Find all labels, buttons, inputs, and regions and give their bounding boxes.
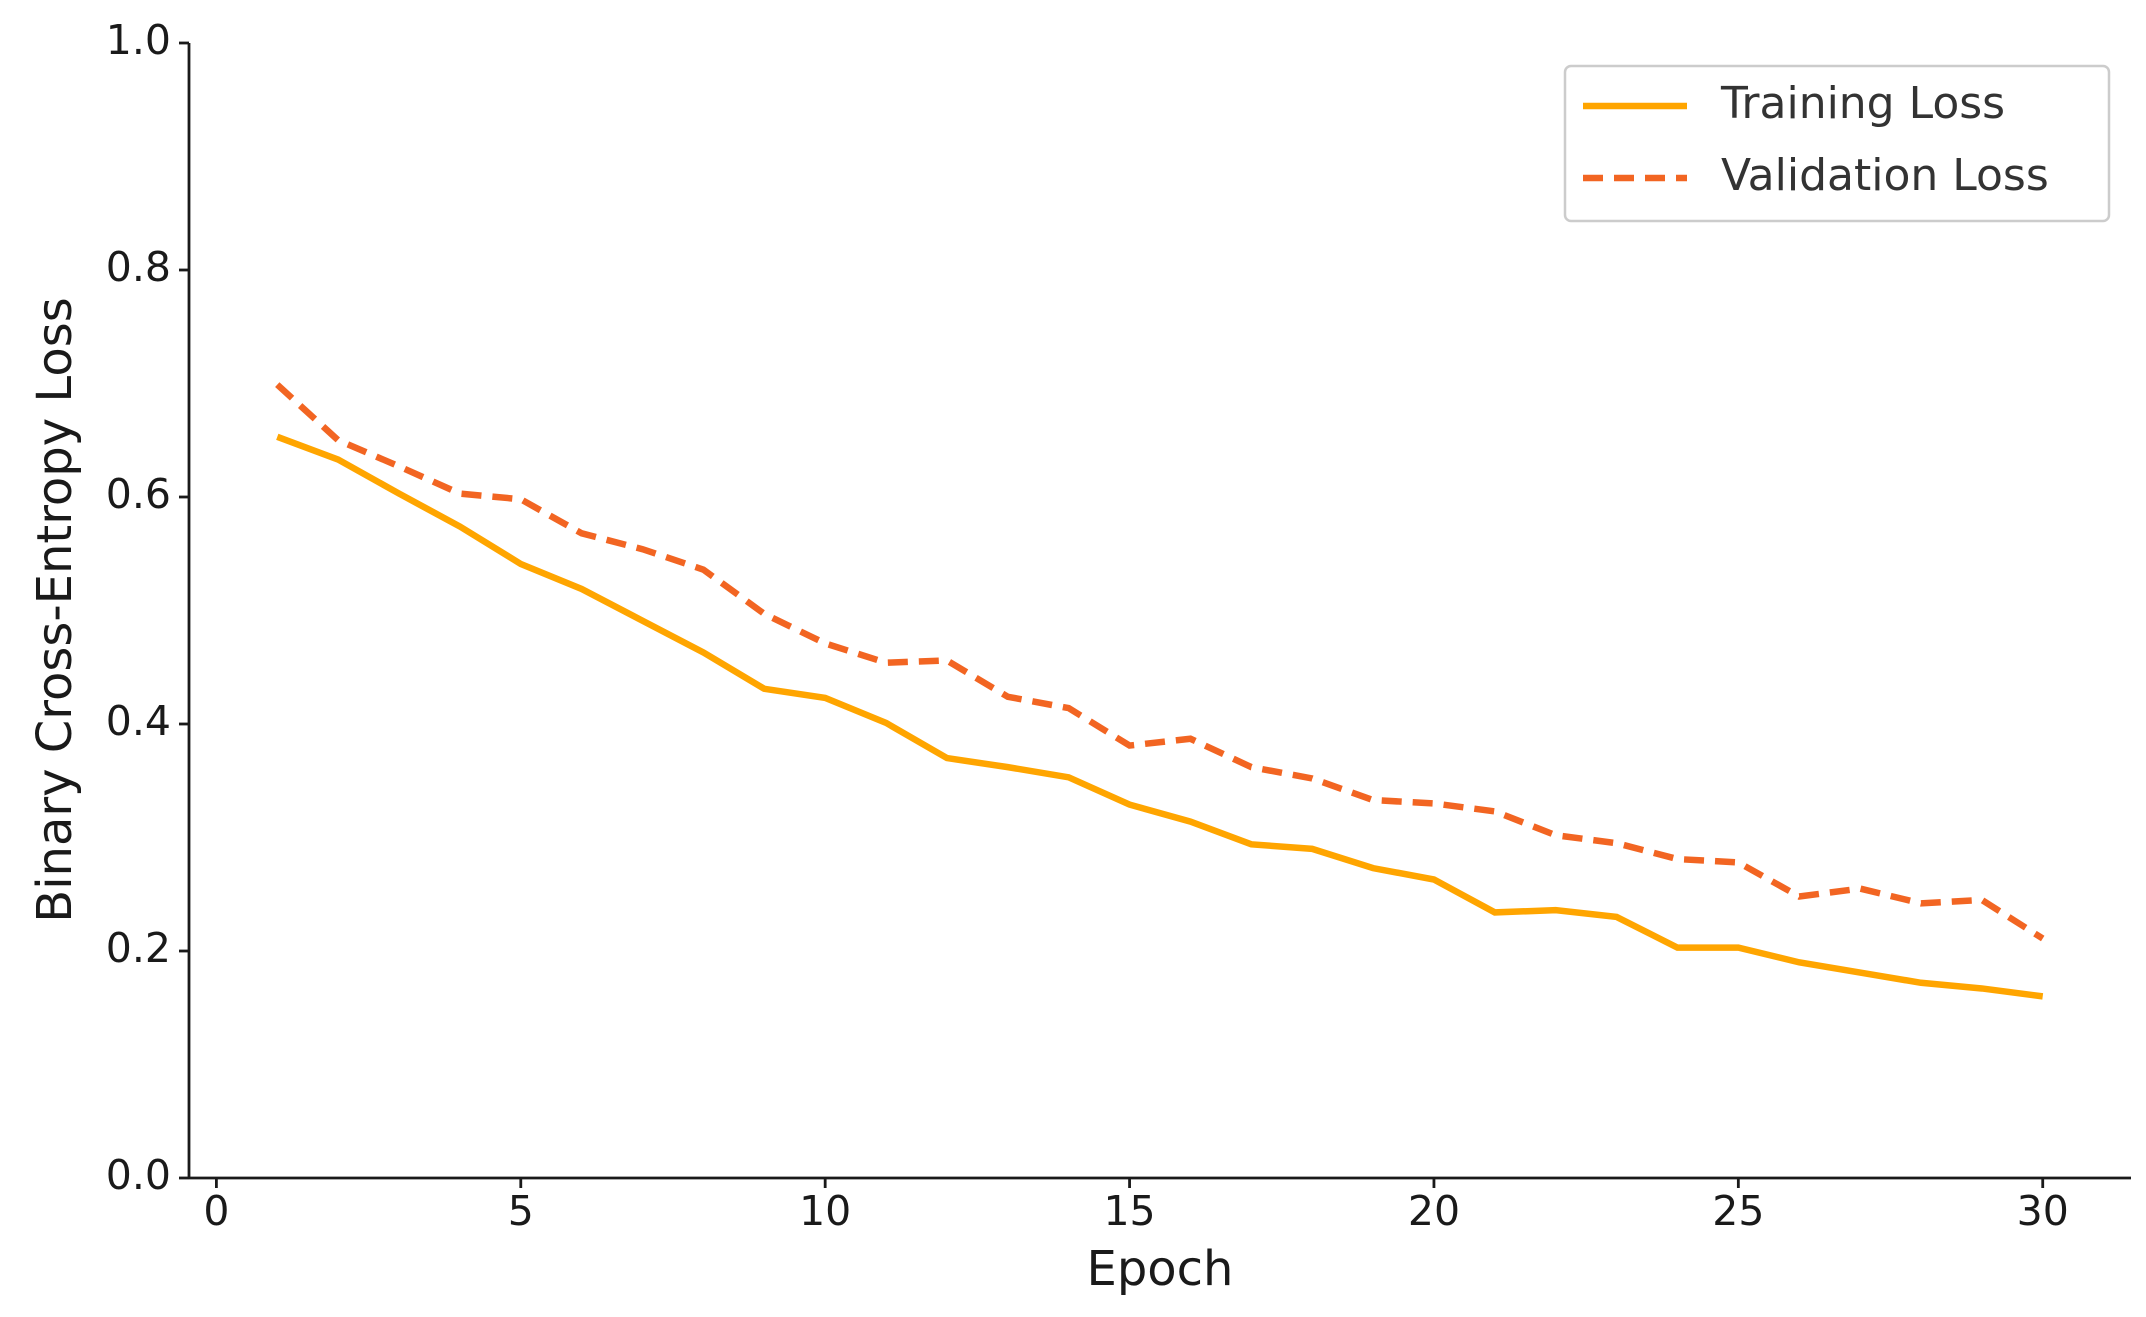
x-tick-label: 30 <box>2017 1187 2069 1235</box>
series-line <box>275 382 2045 942</box>
x-tick-label: 5 <box>508 1187 534 1235</box>
x-tick-label: 0 <box>203 1187 229 1235</box>
legend-box <box>1563 64 2111 223</box>
y-tick-label: 0.2 <box>106 924 171 972</box>
legend-label: Training Loss <box>1720 78 2005 129</box>
y-tick-label: 1.0 <box>106 16 171 64</box>
x-axis-label: Epoch <box>1087 1241 1234 1297</box>
y-tick-label: 0.6 <box>106 470 171 518</box>
x-tick-label: 15 <box>1103 1187 1155 1235</box>
y-axis-label: Binary Cross-Entropy Loss <box>27 297 83 922</box>
y-tick-label: 0.8 <box>106 243 171 291</box>
y-tick-label: 0.4 <box>106 697 171 745</box>
y-tick-label: 0.0 <box>106 1151 171 1199</box>
x-tick-label: 25 <box>1712 1187 1764 1235</box>
x-tick-label: 20 <box>1408 1187 1460 1235</box>
legend: Training Loss Validation Loss <box>1563 64 2111 223</box>
x-tick-label: 10 <box>799 1187 851 1235</box>
legend-label: Validation Loss <box>1721 150 2049 201</box>
series-line <box>276 433 2044 1000</box>
